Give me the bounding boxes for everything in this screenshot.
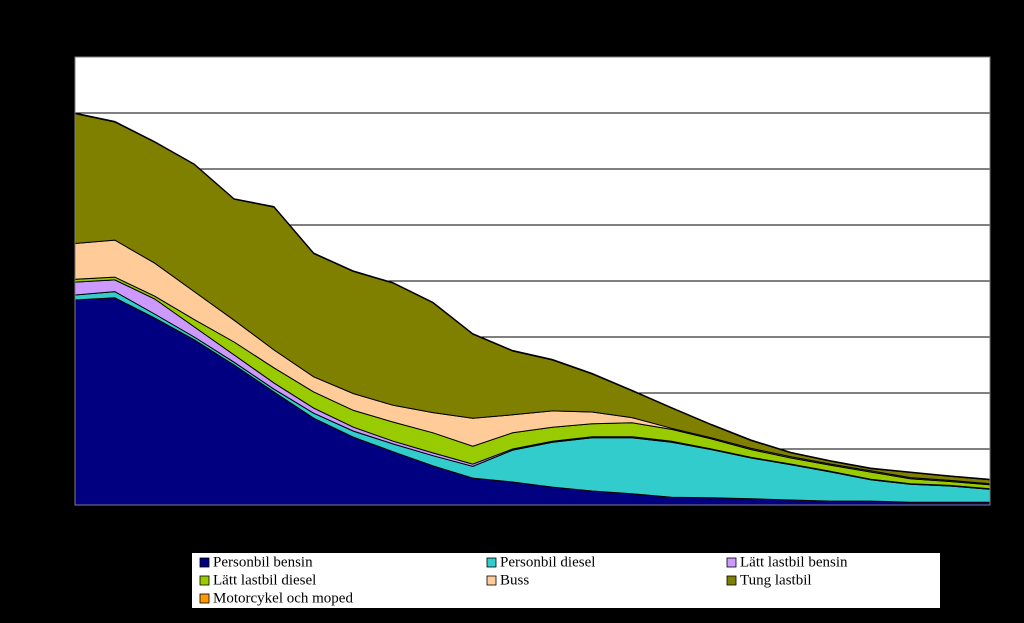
y-tick-label: 3	[62, 328, 70, 344]
legend-swatch	[199, 593, 210, 604]
legend-label: Lätt lastbil bensin	[740, 554, 848, 570]
legend-swatch	[199, 557, 210, 568]
legend-label: Tung lastbil	[740, 572, 812, 588]
legend-label: Motorcykel och moped	[213, 590, 353, 606]
legend-swatch	[726, 575, 737, 586]
legend-swatch	[486, 575, 497, 586]
legend-label: Personbil diesel	[500, 554, 595, 570]
plot-border	[74, 56, 991, 506]
legend-swatch	[199, 575, 210, 586]
legend-swatch	[486, 557, 497, 568]
legend-swatch	[726, 557, 737, 568]
y-tick-label: 7	[62, 104, 70, 120]
legend-label: Personbil bensin	[213, 554, 313, 570]
y-tick-label: 0	[62, 496, 70, 512]
y-tick-label: 6	[62, 160, 70, 176]
legend-box	[192, 553, 940, 608]
legend-label: Buss	[500, 572, 529, 588]
y-tick-label: 2	[62, 384, 70, 400]
y-tick-label: 4	[62, 272, 70, 288]
y-tick-label: 1	[62, 440, 70, 456]
y-tick-label: 5	[62, 216, 70, 232]
y-tick-label: 8	[62, 48, 70, 64]
legend-label: Lätt lastbil diesel	[213, 572, 316, 588]
